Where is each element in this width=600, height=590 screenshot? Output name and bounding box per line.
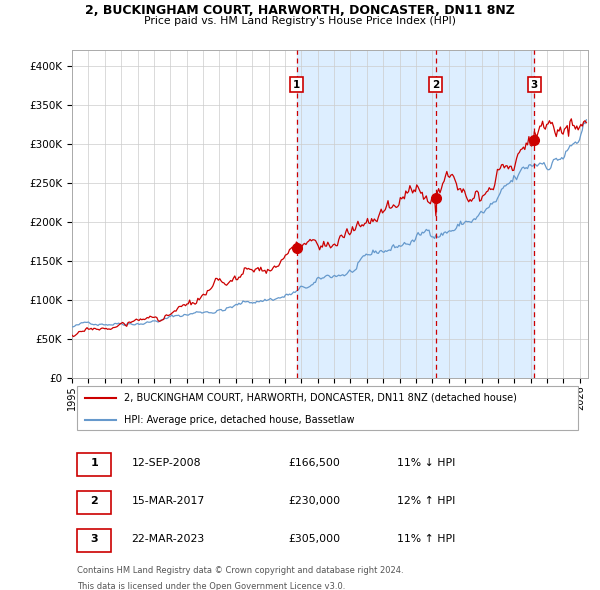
Text: 11% ↓ HPI: 11% ↓ HPI [397, 458, 455, 468]
Bar [296, 50, 535, 378]
Text: 2, BUCKINGHAM COURT, HARWORTH, DONCASTER, DN11 8NZ (detached house): 2, BUCKINGHAM COURT, HARWORTH, DONCASTER… [124, 393, 517, 403]
Text: HPI: Average price, detached house, Bassetlaw: HPI: Average price, detached house, Bass… [124, 415, 354, 425]
Text: 2: 2 [91, 496, 98, 506]
Text: 1: 1 [293, 80, 300, 90]
Text: 3: 3 [531, 80, 538, 90]
Text: Price paid vs. HM Land Registry's House Price Index (HPI): Price paid vs. HM Land Registry's House … [144, 16, 456, 26]
Text: £166,500: £166,500 [289, 458, 341, 468]
Text: 22-MAR-2023: 22-MAR-2023 [131, 534, 205, 544]
FancyBboxPatch shape [77, 491, 110, 514]
Text: 11% ↑ HPI: 11% ↑ HPI [397, 534, 455, 544]
Text: Contains HM Land Registry data © Crown copyright and database right 2024.: Contains HM Land Registry data © Crown c… [77, 566, 404, 575]
Text: 15-MAR-2017: 15-MAR-2017 [131, 496, 205, 506]
Text: 1: 1 [91, 458, 98, 468]
Text: 3: 3 [91, 534, 98, 544]
Text: This data is licensed under the Open Government Licence v3.0.: This data is licensed under the Open Gov… [77, 582, 346, 590]
Text: £305,000: £305,000 [289, 534, 341, 544]
FancyBboxPatch shape [77, 529, 110, 552]
Text: 2, BUCKINGHAM COURT, HARWORTH, DONCASTER, DN11 8NZ: 2, BUCKINGHAM COURT, HARWORTH, DONCASTER… [85, 4, 515, 17]
Text: 2: 2 [432, 80, 439, 90]
Text: £230,000: £230,000 [289, 496, 341, 506]
Text: 12-SEP-2008: 12-SEP-2008 [131, 458, 201, 468]
FancyBboxPatch shape [77, 453, 110, 476]
Text: 12% ↑ HPI: 12% ↑ HPI [397, 496, 455, 506]
FancyBboxPatch shape [77, 386, 578, 430]
